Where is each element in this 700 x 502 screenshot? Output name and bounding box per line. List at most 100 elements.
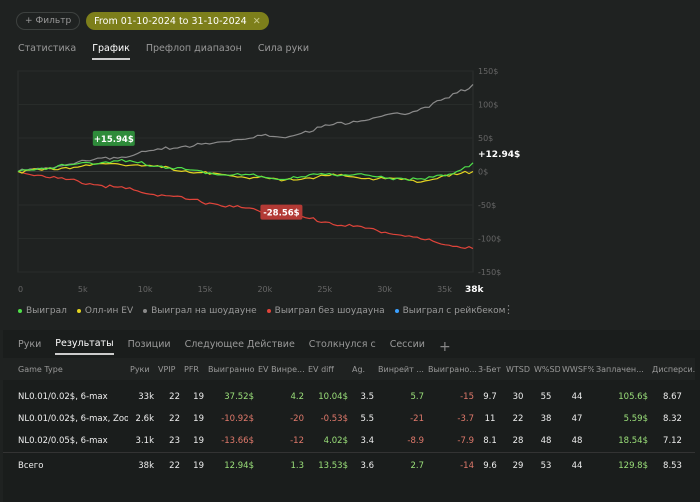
column-header[interactable]: EV diff [306,358,350,380]
y-tick-label: 150$ [478,67,498,76]
table-cell: 19 [182,451,206,480]
x-tick-label: 20k [257,285,272,294]
plus-icon: + [25,16,33,26]
table-cell: 8.67 [663,392,682,402]
table-cell: 47 [571,414,583,424]
tab-hand-strength[interactable]: Сила руки [257,43,310,54]
column-header[interactable]: W%SD [532,358,560,380]
table-cell: 48 [540,435,552,446]
legend-item[interactable]: Олл-ин EV [76,306,134,316]
column-header[interactable]: Выиграно... [426,358,476,380]
table-cell: 30 [512,392,524,402]
table-cell: 29 [504,451,532,480]
legend-item[interactable]: Выиграл на шоудауне [143,306,257,316]
column-header[interactable]: PFR [182,358,206,380]
y-tick-label: -50$ [478,201,496,210]
table-cell: NL0.02/0.05$, 6-max [18,435,108,446]
legend-label: Выиграл без шоудауна [274,306,385,316]
y-tick-label: 100$ [478,101,498,110]
table-row[interactable]: NL0.01/0.02$, 6-max 33k 22 19 37.52$ 4.2 10.04… [3,380,695,408]
x-tick-label: 35k [437,285,452,294]
table-cell: 8.32 [663,414,682,424]
table-cell: 8.1 [483,435,497,446]
table-cell: 22 [169,392,180,402]
column-header[interactable]: WTSD [504,358,532,380]
column-header[interactable]: WWSF% [560,358,594,380]
table-cell: 38 [540,414,552,424]
column-header[interactable]: Дисперси... [650,358,695,380]
legend-label: Выиграл с рейкбеком [402,306,506,316]
column-header[interactable]: Руки [128,358,156,380]
total-row[interactable]: Всего 38k 22 19 12.94$ 1.3 13.53$ 3.6 2.7 -14 9.6 2… [3,451,695,480]
table-cell: 19 [193,392,204,402]
table-cell: 48 [571,435,583,446]
table-cell: Всего [3,451,128,480]
tab-faced[interactable]: Столкнулся с [308,339,376,350]
x-tick-label: 38k [465,285,485,295]
annotation-box [260,204,303,220]
annotation-label: -28.56$ [263,209,299,219]
table-cell: 5.5 [360,414,374,424]
x-tick-label: 0 [18,285,23,294]
legend-item[interactable]: Выиграл без шоудауна [266,306,385,316]
table-cell: -15 [460,392,474,402]
legend-dot-icon [143,308,148,313]
table-cell: 53 [532,451,560,480]
table-cell: 33k [138,392,154,402]
legend-dot-icon [266,308,271,313]
table-cell: 4.02$ [323,435,348,446]
annotation-box [92,130,135,146]
column-header[interactable]: Заплачен... [594,358,650,380]
tab-graph[interactable]: График [92,43,130,60]
legend-item[interactable]: Выиграл с рейкбеком [394,306,506,316]
column-header[interactable]: EV Винре... [256,358,306,380]
legend-label: Олл-ин EV [84,306,134,316]
table-cell: -10.92$ [221,414,254,424]
series-line [17,83,474,173]
date-range-chip[interactable]: From 01-10-2024 to 31-10-2024 ✕ [86,12,269,30]
column-header[interactable]: Выигранно [206,358,256,380]
tab-preflop-range[interactable]: Префлоп диапазон [145,43,242,54]
table-cell: 2.6k [135,414,154,424]
legend-label: Выиграл [26,306,67,316]
column-header[interactable]: Game Type [3,358,128,380]
filter-button[interactable]: + Фильтр [16,12,81,30]
tab-statistics[interactable]: Статистика [18,43,77,54]
tab-positions[interactable]: Позиции [127,339,171,350]
table-cell: 44 [560,451,594,480]
table-cell: 22 [156,451,182,480]
column-header[interactable]: Ag. [350,358,376,380]
x-tick-label: 15k [198,285,213,294]
column-header[interactable]: 3-Бет [476,358,504,380]
tab-results[interactable]: Результаты [55,338,114,355]
series-line [17,158,474,182]
table-cell: 1.3 [256,451,306,480]
legend-label: Выиграл на шоудауне [151,306,257,316]
table-cell: 18.54$ [618,435,648,446]
legend-item[interactable]: Выиграл [18,306,67,316]
table-cell: 23 [169,435,180,446]
table-cell: -3.7 [457,414,474,424]
y-tick-label: -100$ [478,235,501,244]
table-cell: 4.2 [290,392,304,402]
profit-chart: 150$ 100$ 50$ 0$ -50$ -100$ -150$ 0 5k 10k 15k 20k 2… [17,67,520,295]
column-header[interactable]: VPIP [156,358,182,380]
x-tick-label: 10k [138,285,153,294]
table-cell: 8.53 [650,451,695,480]
table-row[interactable]: NL0.02/0.05$, 6-max 3.1k 23 19 -13.66$ -12 4.0… [3,430,695,452]
column-header[interactable]: Винрейт ... [376,358,426,380]
tab-hands[interactable]: Руки [18,339,42,350]
table-cell: -0.53$ [320,414,348,424]
add-tab-icon[interactable]: + [438,338,451,355]
more-options-icon[interactable]: ⋮ [503,303,514,316]
annotation-label: +15.94$ [94,135,134,145]
close-icon[interactable]: ✕ [252,15,261,27]
table-row[interactable]: NL0.01/0.02$, 6-max, Zoom 2.6k 22 19 -10.92$… [3,408,695,430]
table-cell: 5.59$ [623,414,648,424]
y-tick-label: 0$ [478,168,488,177]
tab-next-action[interactable]: Следующее Действие [184,339,295,350]
table-cell: 10.04$ [318,392,348,402]
table-cell: 2.7 [376,451,426,480]
tab-sessions[interactable]: Сессии [389,339,425,350]
table-cell: 44 [571,392,583,402]
